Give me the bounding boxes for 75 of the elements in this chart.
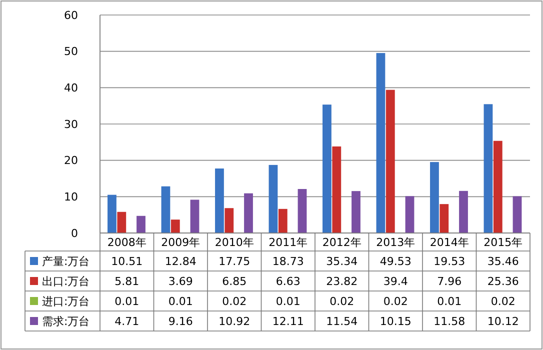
data-label: 12.84	[164, 254, 196, 268]
data-label: 23.82	[326, 274, 358, 288]
y-tick-label: 0	[71, 226, 78, 240]
x-tick-label: 2013年	[376, 236, 416, 249]
data-label: 10.15	[380, 314, 412, 328]
bar	[190, 200, 200, 233]
data-label: 0.01	[437, 294, 462, 308]
bar	[170, 220, 180, 233]
bar	[352, 191, 360, 233]
data-label: 0.02	[490, 294, 516, 308]
legend-label: 产量:万台	[42, 254, 90, 268]
data-label: 9.16	[168, 314, 193, 328]
data-label: 6.85	[222, 274, 247, 288]
x-tick-label: 2008年	[107, 236, 146, 249]
bar	[440, 204, 449, 233]
bar	[278, 208, 288, 233]
bar	[108, 194, 116, 233]
bar	[268, 164, 278, 233]
data-label: 25.36	[487, 274, 519, 288]
data-label: 11.58	[434, 314, 466, 328]
bar	[332, 146, 342, 233]
bar	[298, 189, 307, 233]
y-tick-label: 40	[64, 82, 78, 95]
x-tick-label: 2009年	[161, 236, 200, 249]
bar	[215, 168, 224, 233]
bar	[484, 104, 493, 233]
data-label: 0.02	[222, 294, 247, 308]
data-label: 12.11	[272, 314, 304, 328]
legend-label: 需求:万台	[42, 314, 90, 328]
legend-label: 出口:万台	[42, 274, 90, 288]
bar	[244, 193, 253, 233]
data-label: 35.34	[326, 254, 358, 268]
bar	[512, 196, 522, 233]
data-label: 35.46	[487, 254, 519, 268]
data-label: 7.96	[437, 274, 462, 288]
data-label: 10.92	[218, 314, 250, 328]
bar	[161, 186, 170, 233]
x-tick-label: 2011年	[268, 236, 308, 249]
x-tick-label: 2010年	[214, 236, 254, 249]
data-label: 10.51	[111, 254, 143, 268]
bar	[322, 104, 332, 233]
bar	[224, 208, 234, 233]
data-label: 0.02	[383, 294, 408, 308]
bar	[376, 53, 386, 233]
data-label: 4.71	[114, 314, 140, 328]
data-label: 19.53	[434, 254, 466, 268]
bar	[386, 90, 395, 233]
y-tick-label: 60	[64, 8, 78, 22]
x-tick-label: 2015年	[484, 236, 523, 249]
data-label: 0.02	[330, 294, 354, 308]
x-tick-label: 2012年	[322, 236, 362, 249]
data-label: 0.01	[276, 294, 300, 308]
data-label: 0.01	[114, 294, 140, 308]
data-label: 49.53	[380, 254, 412, 268]
bar	[493, 140, 502, 233]
bar	[405, 196, 414, 233]
legend-label: 进口:万台	[42, 294, 90, 308]
data-label: 10.12	[487, 314, 519, 328]
bar	[430, 162, 439, 233]
y-tick-label: 50	[64, 45, 78, 58]
data-label: 18.73	[272, 254, 304, 268]
x-tick-label: 2014年	[430, 236, 469, 249]
bar	[459, 190, 468, 233]
bar	[136, 216, 146, 233]
data-label: 0.01	[168, 294, 193, 308]
data-label: 5.81	[114, 274, 140, 288]
y-tick-label: 20	[64, 154, 78, 168]
data-label: 17.75	[218, 254, 250, 268]
data-label: 6.63	[276, 274, 300, 288]
y-tick-label: 30	[64, 118, 78, 131]
y-tick-label: 10	[64, 190, 78, 204]
data-label: 3.69	[168, 274, 193, 288]
data-label: 39.4	[383, 274, 408, 288]
bar	[117, 212, 126, 233]
data-label: 11.54	[326, 314, 358, 328]
